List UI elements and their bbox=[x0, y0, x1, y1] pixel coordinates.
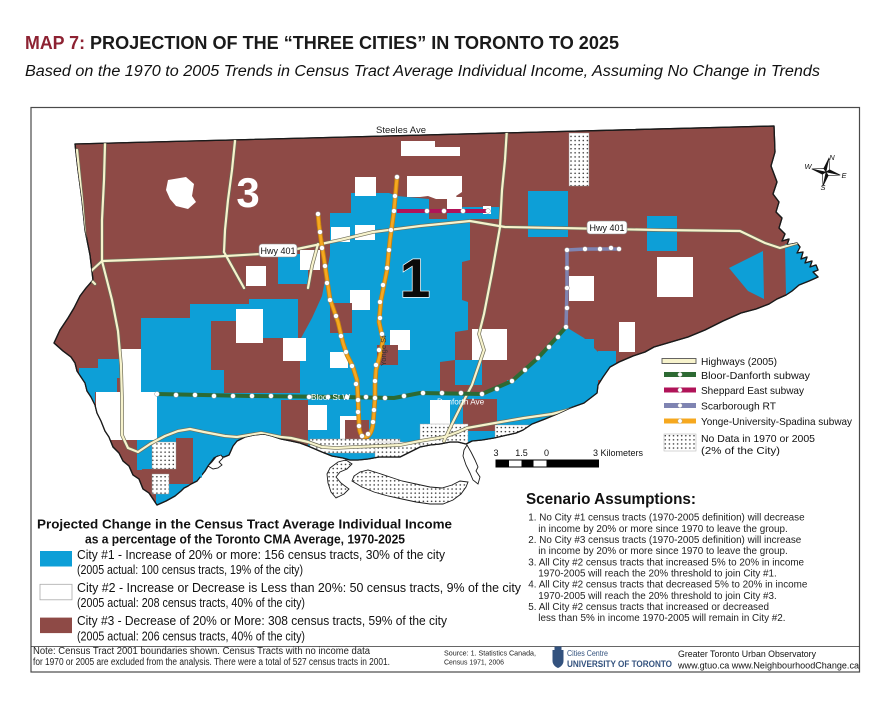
svg-text:1. No City #1 census tracts (1: 1. No City #1 census tracts (1970-2005 d… bbox=[528, 512, 805, 523]
svg-text:Sheppard East subway: Sheppard East subway bbox=[701, 386, 805, 397]
svg-text:Bloor St W: Bloor St W bbox=[311, 393, 350, 402]
svg-text:in income by 20% or more since: in income by 20% or more since 1970 to l… bbox=[538, 546, 787, 557]
svg-text:Source: 1. Statistics Canada,: Source: 1. Statistics Canada, bbox=[444, 649, 536, 658]
svg-text:1.5: 1.5 bbox=[515, 448, 528, 458]
svg-text:4. All City #2 census tracts t: 4. All City #2 census tracts that decrea… bbox=[528, 579, 807, 590]
svg-text:City #3 - Decrease of 20% or M: City #3 - Decrease of 20% or More: 308 c… bbox=[77, 613, 448, 628]
svg-text:(2005 actual: 206 census tract: (2005 actual: 206 census tracts, 40% of … bbox=[77, 628, 305, 643]
svg-text:3: 3 bbox=[493, 448, 498, 458]
svg-text:Census 1971, 2006: Census 1971, 2006 bbox=[444, 658, 504, 667]
svg-text:in income by 20% or more since: in income by 20% or more since 1970 to l… bbox=[538, 524, 787, 535]
svg-text:W: W bbox=[804, 162, 812, 171]
svg-text:(2% of the City): (2% of the City) bbox=[701, 446, 780, 457]
svg-text:www.gtuo.ca www.Neighbourhoo: www.gtuo.ca www.NeighbourhoodChange.ca bbox=[677, 661, 860, 672]
svg-text:Hwy 401: Hwy 401 bbox=[589, 223, 624, 233]
svg-text:No Data in 1970 or 2005: No Data in 1970 or 2005 bbox=[701, 434, 815, 445]
svg-text:Highways (2005): Highways (2005) bbox=[701, 357, 777, 368]
svg-text:Bloor-Danforth subway: Bloor-Danforth subway bbox=[701, 371, 811, 382]
svg-text:Yonge St: Yonge St bbox=[379, 335, 388, 366]
svg-text:Scarborough RT: Scarborough RT bbox=[701, 402, 777, 413]
svg-text:UNIVERSITY OF TORONTO: UNIVERSITY OF TORONTO bbox=[567, 659, 672, 669]
svg-text:2. No City #3 census tracts (1: 2. No City #3 census tracts (1970-2005 d… bbox=[528, 535, 801, 546]
svg-text:Danforth Ave: Danforth Ave bbox=[437, 398, 485, 407]
svg-text:City #1 - Increase of 20% or m: City #1 - Increase of 20% or more: 156 c… bbox=[77, 547, 446, 562]
svg-text:PROJECTION OF THE “THREE CITIE: PROJECTION OF THE “THREE CITIES” IN TORO… bbox=[90, 32, 619, 53]
svg-text:(2005 actual: 208 census tract: (2005 actual: 208 census tracts, 40% of … bbox=[77, 595, 305, 610]
svg-text:MAP 7:: MAP 7: bbox=[25, 32, 85, 53]
svg-text:Hwy 401: Hwy 401 bbox=[260, 246, 295, 256]
svg-text:1: 1 bbox=[400, 247, 431, 309]
svg-text:less than 5% in income 1970-20: less than 5% in income 1970-2005 will re… bbox=[538, 613, 785, 624]
svg-text:Based on the 1970 to 2005 Tren: Based on the 1970 to 2005 Trends in Cens… bbox=[25, 63, 820, 80]
svg-text:3 Kilometers: 3 Kilometers bbox=[593, 448, 644, 458]
svg-text:Yonge-University-Spadina subwa: Yonge-University-Spadina subway bbox=[701, 417, 853, 428]
svg-text:Greater Toronto Urban Observat: Greater Toronto Urban Observatory bbox=[678, 649, 816, 660]
svg-text:as a percentage of the Toronto: as a percentage of the Toronto CMA Avera… bbox=[85, 532, 405, 547]
svg-text:3: 3 bbox=[236, 169, 259, 216]
svg-text:Scenario Assumptions:: Scenario Assumptions: bbox=[526, 491, 696, 508]
svg-text:Projected Change in the Census: Projected Change in the Census Tract Ave… bbox=[37, 517, 452, 532]
svg-text:Steeles Ave: Steeles Ave bbox=[376, 125, 426, 136]
svg-text:N: N bbox=[829, 153, 835, 162]
svg-text:Note: Census Tract 2001 bounda: Note: Census Tract 2001 boundaries shown… bbox=[33, 646, 371, 657]
svg-text:City #2 - Increase or Decrease: City #2 - Increase or Decrease is Less t… bbox=[77, 580, 522, 595]
svg-text:1970-2005 will reach the 20% t: 1970-2005 will reach the 20% threshold t… bbox=[538, 568, 776, 579]
svg-text:(2005 actual: 100 census tract: (2005 actual: 100 census tracts, 19% of … bbox=[77, 562, 303, 577]
svg-text:5. All City #2 census tracts t: 5. All City #2 census tracts that increa… bbox=[528, 602, 769, 613]
svg-text:S: S bbox=[820, 183, 825, 192]
svg-text:3. All City #2 census tracts t: 3. All City #2 census tracts that increa… bbox=[528, 557, 804, 568]
svg-text:0: 0 bbox=[544, 448, 549, 458]
svg-text:for 1970 or 2005 are excluded: for 1970 or 2005 are excluded from the a… bbox=[33, 657, 390, 668]
svg-text:1970-2005 will reach the 20% t: 1970-2005 will reach the 20% threshold t… bbox=[538, 591, 776, 602]
svg-text:Cities Centre: Cities Centre bbox=[567, 648, 608, 658]
svg-text:E: E bbox=[841, 171, 847, 180]
